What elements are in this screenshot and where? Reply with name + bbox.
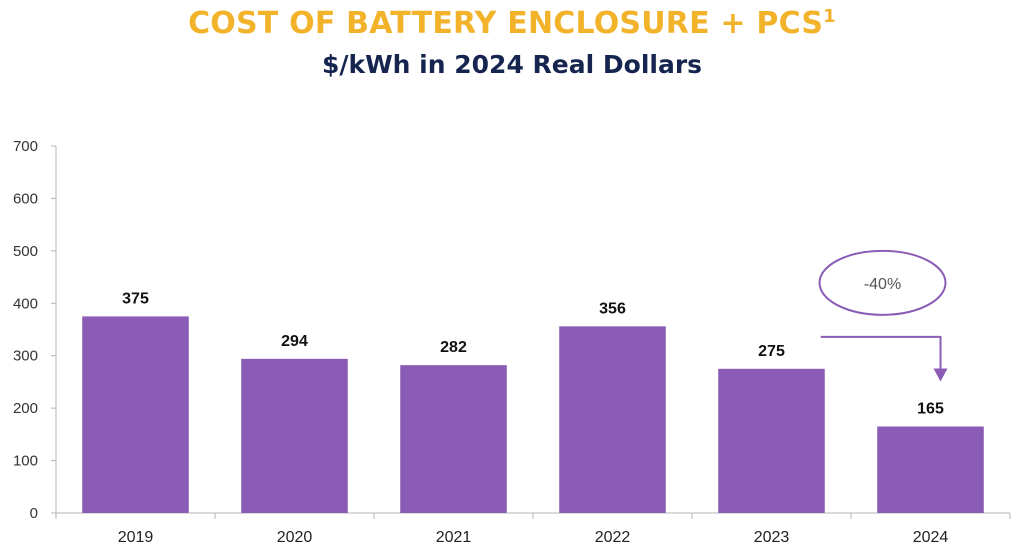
data-label: 356: [599, 300, 626, 317]
change-arrow-head: [933, 368, 948, 382]
bar: [877, 426, 984, 513]
y-tick-label: 500: [13, 243, 38, 260]
data-label: 282: [440, 339, 467, 356]
change-callout-ellipse: [818, 249, 947, 316]
y-tick-label: 100: [13, 453, 38, 470]
x-tick-label: 2023: [754, 529, 790, 546]
x-tick-label: 2020: [277, 529, 313, 546]
y-tick-label: 0: [30, 505, 38, 522]
y-tick-label: 300: [13, 348, 38, 365]
data-label: 294: [281, 333, 308, 350]
y-tick-label: 700: [13, 138, 38, 155]
bar: [241, 358, 348, 513]
data-label: 165: [917, 400, 944, 417]
chart-title-text: COST OF BATTERY ENCLOSURE + PCS: [188, 6, 824, 41]
y-tick-label: 200: [13, 400, 38, 417]
change-percent-label: -40%: [864, 276, 901, 293]
x-tick-label: 2022: [595, 529, 631, 546]
chart-title: COST OF BATTERY ENCLOSURE + PCS1: [0, 6, 1024, 41]
bar: [82, 316, 189, 513]
x-tick-label: 2024: [913, 529, 949, 546]
x-tick-label: 2021: [436, 529, 472, 546]
title-footnote: 1: [823, 6, 836, 27]
y-tick-label: 400: [13, 295, 38, 312]
bar: [718, 368, 825, 513]
change-arrow-line: [820, 335, 942, 371]
data-label: 375: [122, 290, 149, 307]
data-label: 275: [758, 343, 785, 360]
chart-subtitle: $/kWh in 2024 Real Dollars: [321, 50, 703, 79]
bar: [400, 365, 507, 513]
y-tick-label: 600: [13, 190, 38, 207]
bar: [559, 326, 666, 513]
x-tick-label: 2019: [118, 529, 154, 546]
